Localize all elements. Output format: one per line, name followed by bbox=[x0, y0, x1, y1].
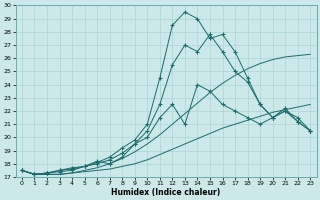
X-axis label: Humidex (Indice chaleur): Humidex (Indice chaleur) bbox=[111, 188, 221, 197]
